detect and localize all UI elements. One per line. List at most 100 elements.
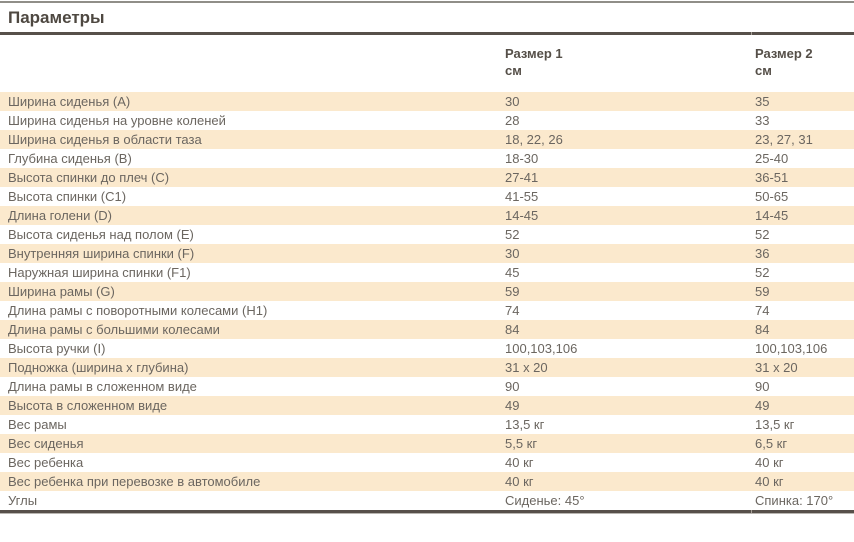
size2-value: 49 <box>755 398 770 413</box>
page-title: Параметры <box>8 8 105 27</box>
table-row: Вес сиденья 5,5 кг 6,5 кг <box>0 434 854 453</box>
table-row: Вес ребенка 40 кг 40 кг <box>0 453 854 472</box>
size2-value: 13,5 кг <box>755 417 795 432</box>
size2-value: 14-45 <box>755 208 789 223</box>
parameter-name: Глубина сиденья (В) <box>8 151 132 166</box>
size1-value: 84 <box>505 322 520 337</box>
table-row: Вес рамы 13,5 кг 13,5 кг <box>0 415 854 434</box>
table-row: Высота спинки до плеч (С) 27-41 36-51 <box>0 168 854 187</box>
parameter-name: Наружная ширина спинки (F1) <box>8 265 191 280</box>
table-row: Длина рамы в сложенном виде 90 90 <box>0 377 854 396</box>
table-row: Высота ручки (I) 100,103,106 100,103,106 <box>0 339 854 358</box>
size1-value: 41-55 <box>505 189 539 204</box>
table-row: Внутренняя ширина спинки (F) 30 36 <box>0 244 854 263</box>
size2-value: 35 <box>755 94 770 109</box>
size1-value: 90 <box>505 379 520 394</box>
column-header-size1-label: Размер 1 <box>505 46 563 61</box>
size2-value: 90 <box>755 379 770 394</box>
parameter-name: Ширина рамы (G) <box>8 284 115 299</box>
size2-value: 50-65 <box>755 189 789 204</box>
size2-value: 23, 27, 31 <box>755 132 813 147</box>
table-row: Ширина рамы (G) 59 59 <box>0 282 854 301</box>
table-row: Длина рамы с большими колесами 84 84 <box>0 320 854 339</box>
table-top-border <box>0 32 854 35</box>
column-header-size1: Размер 1 см <box>497 35 747 92</box>
table-bottom-border <box>0 510 854 513</box>
parameter-name: Высота сиденья над полом (Е) <box>8 227 194 242</box>
table-row: Длина рамы с поворотными колесами (Н1) 7… <box>0 301 854 320</box>
table-row: Высота сиденья над полом (Е) 52 52 <box>0 225 854 244</box>
table-row: Подножка (ширина х глубина) 31 x 20 31 x… <box>0 358 854 377</box>
size2-value: 36 <box>755 246 770 261</box>
parameter-name: Ширина сиденья в области таза <box>8 132 202 147</box>
column-header-size2-unit: см <box>755 63 772 78</box>
parameter-name: Вес сиденья <box>8 436 84 451</box>
size2-value: 100,103,106 <box>755 341 828 356</box>
parameter-name: Высота спинки (С1) <box>8 189 127 204</box>
size1-value: 18-30 <box>505 151 539 166</box>
parameter-name: Длина рамы с поворотными колесами (Н1) <box>8 303 268 318</box>
column-divider-tick-top <box>751 32 752 35</box>
size1-value: 52 <box>505 227 520 242</box>
size2-value: 74 <box>755 303 770 318</box>
column-divider-tick-bottom <box>751 510 752 513</box>
parameter-name: Вес ребенка при перевозке в автомобиле <box>8 474 261 489</box>
table-row: Ширина сиденья на уровне коленей 28 33 <box>0 111 854 130</box>
size2-value: 6,5 кг <box>755 436 788 451</box>
parameter-name: Ширина сиденья на уровне коленей <box>8 113 226 128</box>
parameter-name: Длина рамы в сложенном виде <box>8 379 197 394</box>
table-row: Вес ребенка при перевозке в автомобиле 4… <box>0 472 854 491</box>
table-row: Высота спинки (С1) 41-55 50-65 <box>0 187 854 206</box>
size2-value: 52 <box>755 227 770 242</box>
size1-value: 14-45 <box>505 208 539 223</box>
size2-value: 52 <box>755 265 770 280</box>
size2-value: Спинка: 170° <box>755 493 834 508</box>
table-body: Ширина сиденья (А) 30 35 Ширина сиденья … <box>0 92 854 510</box>
size1-value: 100,103,106 <box>505 341 578 356</box>
table-bottom-shadow <box>0 513 854 514</box>
parameter-name: Длина рамы с большими колесами <box>8 322 220 337</box>
parameter-name: Высота спинки до плеч (С) <box>8 170 170 185</box>
size2-value: 84 <box>755 322 770 337</box>
table-row: Глубина сиденья (В) 18-30 25-40 <box>0 149 854 168</box>
parameter-name: Длина голени (D) <box>8 208 112 223</box>
table-row: Ширина сиденья (А) 30 35 <box>0 92 854 111</box>
size1-value: 13,5 кг <box>505 417 545 432</box>
column-header-size2: Размер 2 см <box>747 35 854 92</box>
parameter-name: Подножка (ширина х глубина) <box>8 360 189 375</box>
size2-value: 36-51 <box>755 170 789 185</box>
parameter-name: Вес ребенка <box>8 455 84 470</box>
size1-value: 28 <box>505 113 520 128</box>
size1-value: 59 <box>505 284 520 299</box>
parameter-name: Вес рамы <box>8 417 67 432</box>
size1-value: 30 <box>505 246 520 261</box>
size1-value: 74 <box>505 303 520 318</box>
column-header-parameter <box>0 35 497 92</box>
size2-value: 40 кг <box>755 474 784 489</box>
size1-value: 45 <box>505 265 520 280</box>
table-row: Наружная ширина спинки (F1) 45 52 <box>0 263 854 282</box>
size2-value: 25-40 <box>755 151 789 166</box>
column-header-size1-unit: см <box>505 63 522 78</box>
size1-value: 40 кг <box>505 455 534 470</box>
table-row: Углы Сиденье: 45° Спинка: 170° <box>0 491 854 510</box>
size2-value: 59 <box>755 284 770 299</box>
size1-value: 27-41 <box>505 170 539 185</box>
parameter-name: Высота в сложенном виде <box>8 398 168 413</box>
size1-value: Сиденье: 45° <box>505 493 585 508</box>
size1-value: 5,5 кг <box>505 436 538 451</box>
table-header-row: Размер 1 см Размер 2 см <box>0 35 854 92</box>
table-row: Высота в сложенном виде 49 49 <box>0 396 854 415</box>
column-header-size2-label: Размер 2 <box>755 46 813 61</box>
size2-value: 40 кг <box>755 455 784 470</box>
size2-value: 31 x 20 <box>755 360 798 375</box>
size1-value: 49 <box>505 398 520 413</box>
table-row: Ширина сиденья в области таза 18, 22, 26… <box>0 130 854 149</box>
table-row: Длина голени (D) 14-45 14-45 <box>0 206 854 225</box>
size1-value: 30 <box>505 94 520 109</box>
top-divider <box>0 1 854 3</box>
size1-value: 18, 22, 26 <box>505 132 563 147</box>
size1-value: 31 x 20 <box>505 360 548 375</box>
parameters-table: Размер 1 см Размер 2 см Ширина сиденья (… <box>0 35 854 514</box>
